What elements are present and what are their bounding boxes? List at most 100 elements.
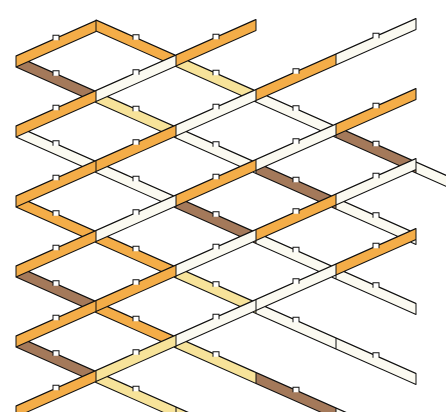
slot-notch [292,105,300,111]
slot-notch [292,176,300,183]
strip-face [175,229,257,277]
strip-segment [15,19,97,68]
strip-segment [15,229,97,278]
strip-face [335,88,417,136]
slot-notch [292,386,300,393]
strip-face [255,302,337,350]
slot-notch [132,385,140,392]
slot-notch [292,208,300,214]
strip-segment [95,334,177,382]
strip-face [95,334,177,382]
slot-notch [52,350,60,356]
strip-s3 [15,195,417,385]
strip-face [15,20,97,68]
slot-notch [292,138,300,144]
strip-face [255,193,337,241]
slot-notch [372,102,380,109]
strip-segment [335,407,347,412]
strip-segment [255,123,337,171]
strip-s8 [15,18,257,138]
strip-segment [335,227,417,276]
slot-notch [372,282,380,288]
slot-notch [292,316,300,323]
strip-face [15,90,97,138]
strip-segment [255,53,337,101]
strip-segment [15,89,97,138]
strip-segment [95,90,177,139]
slot-notch [52,104,60,111]
strip-segment [95,370,177,412]
slot-notch [132,315,140,322]
strip-segment [95,264,177,312]
strip-edge [175,406,189,412]
slot-notch [212,69,220,76]
strip-s4 [15,265,347,412]
strip-segment [15,159,97,208]
strip-face [335,337,417,385]
slot-notch [52,70,60,76]
slot-notch [212,313,220,320]
slot-notch [372,212,380,218]
strip-segment [175,18,257,67]
slot-notch [132,349,140,355]
strip-face [95,54,177,102]
slot-notch [212,33,220,40]
strip-face [335,18,417,66]
strip-face [335,228,417,276]
slot-notch [372,140,380,147]
strip-face [95,371,177,412]
strip-s6 [95,19,446,187]
slot-notch [132,175,140,182]
strip-s9 [15,17,417,208]
strip-segment [175,336,257,384]
strip-s7 [15,19,97,68]
strip-face [255,263,337,311]
strip-face [15,370,97,412]
strip-segment [255,263,337,311]
slot-notch [292,278,300,284]
strip-face [175,406,189,412]
slot-notch [132,209,140,215]
strip-face [15,300,97,348]
strip-s11 [15,157,417,348]
strip-edge [335,407,347,412]
slot-notch [132,105,140,112]
strip-face [15,230,97,278]
strip-face [95,264,177,312]
slot-notch [132,139,140,145]
strip-segment [95,19,177,67]
slot-notch [212,141,220,147]
strip-segment [15,369,97,412]
slot-notch [52,280,60,286]
slot-notch [212,103,220,110]
strip-s10 [15,87,417,278]
strip-segment [175,88,257,137]
strip-edge [415,161,446,176]
strip-segment [15,299,97,348]
strip-segment [95,194,177,242]
slot-notch [132,245,140,252]
slot-notch [52,244,60,251]
slot-notch [52,384,60,391]
slot-notch [52,314,60,321]
strip-face [175,89,257,137]
slot-notch [132,279,140,285]
strip-segment [255,371,337,412]
strip-face [335,158,417,206]
slot-notch [212,281,220,287]
strip-segment [335,337,417,385]
strip-segment [95,124,177,172]
strip-s2 [15,125,417,315]
strip-face [335,407,347,412]
strip-face [255,53,337,101]
slot-notch [292,68,300,74]
slot-notch [292,246,300,253]
slot-notch [52,34,60,41]
strip-segment [175,406,189,412]
strip-face [175,159,257,207]
strip-face [335,267,417,315]
strip-face [255,123,337,171]
slot-notch [372,352,380,358]
slot-notch [52,174,60,181]
slot-notch [372,32,380,39]
